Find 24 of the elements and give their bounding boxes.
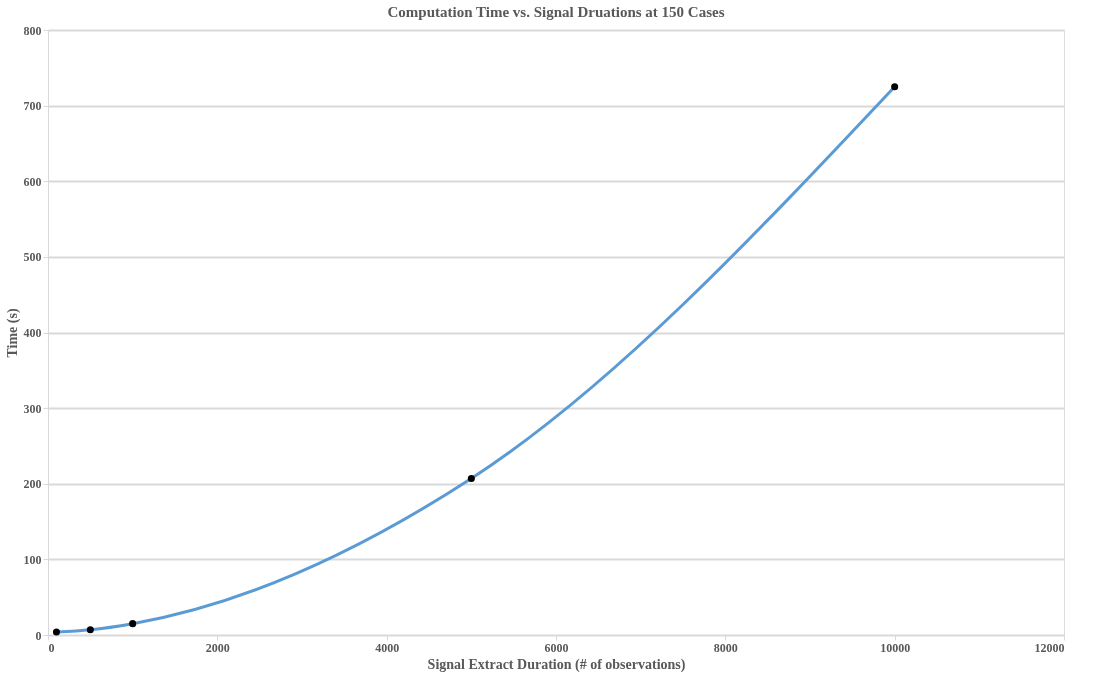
point [129, 620, 137, 628]
chart-title: Computation Time vs. Signal Druations at 150 Cases [387, 4, 725, 20]
x-tick-label: 6000 [544, 640, 569, 655]
point [467, 474, 475, 482]
y-tick-label: 600 [23, 174, 42, 189]
y-axis-title: Time (s) [4, 308, 21, 358]
point [52, 628, 60, 636]
x-tick-label: 8000 [713, 640, 738, 655]
y-tick-label: 300 [23, 401, 42, 416]
x-tick-label: 4000 [375, 640, 400, 655]
y-tick-label: 0 [35, 628, 42, 643]
x-tick-label: 0 [48, 640, 55, 655]
x-tick-label: 10000 [880, 640, 911, 655]
point [86, 626, 94, 634]
x-tick-label: 2000 [205, 640, 230, 655]
x-axis-title: Signal Extract Duration (# of observations) [427, 656, 686, 673]
y-tick-label: 100 [23, 552, 42, 567]
point [891, 83, 899, 91]
y-tick-label: 200 [23, 477, 42, 492]
y-tick-label: 400 [23, 326, 42, 340]
x-tick-label: 12000 [1034, 640, 1065, 655]
y-tick-label: 800 [23, 23, 42, 38]
y-tick-label: 700 [23, 99, 42, 114]
y-tick-label: 500 [23, 250, 42, 265]
